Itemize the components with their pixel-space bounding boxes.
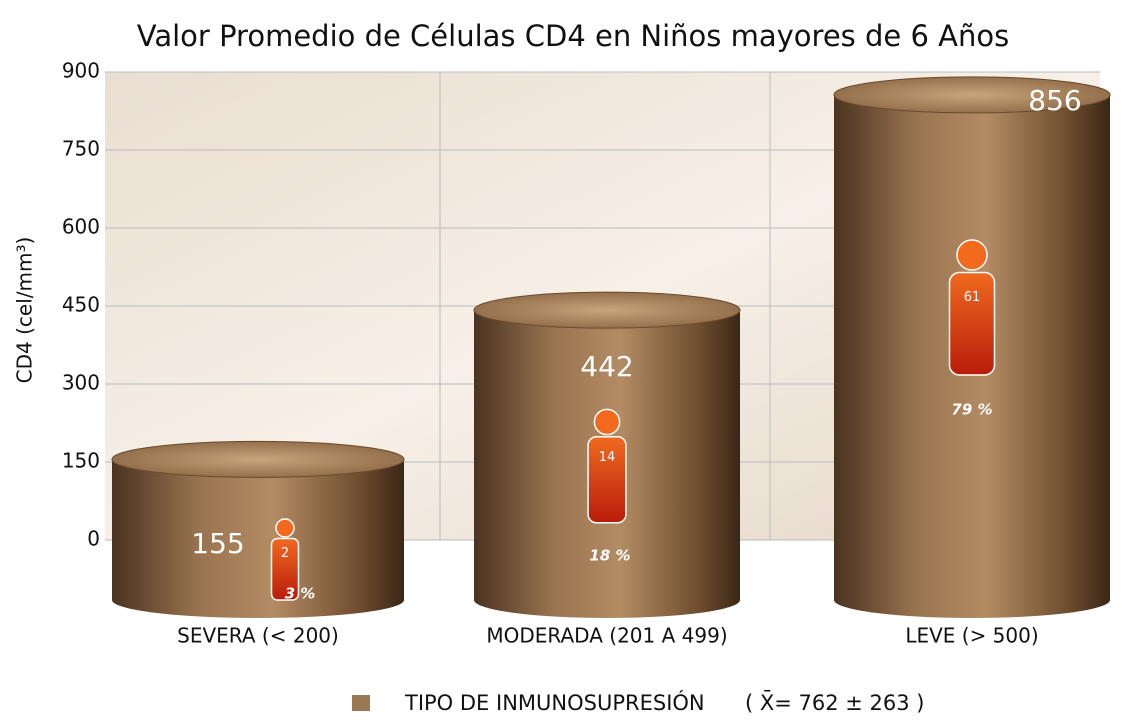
value-label: 155 bbox=[191, 527, 244, 560]
x-tick-label: MODERADA (201 A 499) bbox=[486, 624, 727, 648]
bar-top bbox=[833, 76, 1111, 114]
person-body bbox=[587, 435, 627, 524]
bar-top bbox=[111, 440, 405, 478]
legend-label: TIPO DE INMUNOSUPRESIÓN bbox=[404, 690, 705, 715]
value-label: 442 bbox=[580, 350, 633, 383]
y-tick-label: 0 bbox=[87, 527, 100, 551]
person-body bbox=[270, 537, 300, 601]
patient-count: 2 bbox=[281, 546, 289, 561]
y-tick-label: 750 bbox=[62, 137, 100, 161]
chart-title: Valor Promedio de Células CD4 en Niños m… bbox=[137, 19, 1009, 53]
person-head bbox=[593, 408, 621, 436]
y-tick-label: 900 bbox=[62, 59, 100, 83]
x-tick-label: SEVERA (< 200) bbox=[177, 624, 339, 648]
person-head bbox=[275, 518, 295, 538]
y-axis-label: CD4 (cel/mm³) bbox=[13, 237, 37, 384]
person-body bbox=[948, 271, 996, 376]
y-tick-label: 300 bbox=[62, 371, 100, 395]
y-tick-label: 150 bbox=[62, 449, 100, 473]
legend-swatch bbox=[352, 695, 370, 711]
value-label: 856 bbox=[1028, 84, 1081, 117]
annotation: ( X̄= 762 ± 263 ) bbox=[745, 690, 925, 715]
patient-count: 14 bbox=[599, 450, 616, 465]
percentage-label: 18 % bbox=[589, 547, 630, 565]
percentage-label: 3 % bbox=[285, 585, 316, 603]
bar-top bbox=[473, 291, 741, 329]
x-tick-label: LEVE (> 500) bbox=[905, 624, 1038, 648]
y-tick-label: 450 bbox=[62, 293, 100, 317]
patient-count: 61 bbox=[964, 290, 981, 305]
percentage-label: 79 % bbox=[951, 401, 992, 419]
y-tick-label: 600 bbox=[62, 215, 100, 239]
person-head bbox=[956, 239, 988, 271]
bar bbox=[112, 459, 404, 618]
